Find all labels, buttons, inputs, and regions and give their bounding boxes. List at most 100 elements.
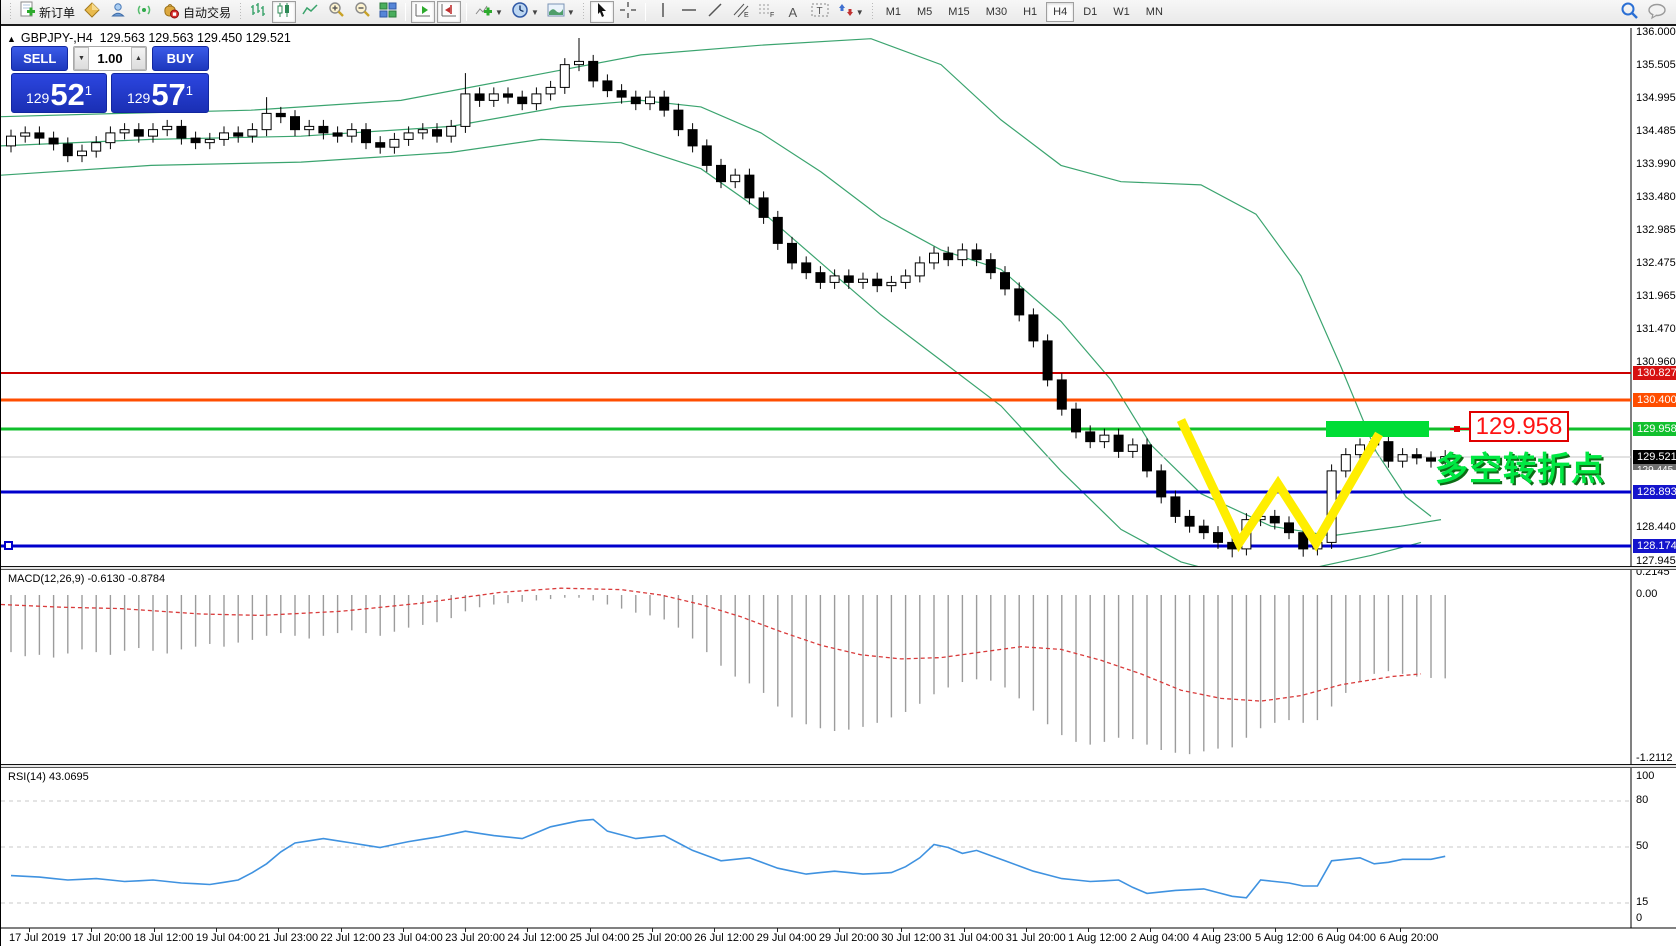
candle-body [517,96,528,105]
search-button[interactable] [1617,2,1642,24]
chart-shift-button[interactable] [437,1,462,23]
candle-body [574,60,584,66]
buy-price-quote[interactable]: 129 57 1 [111,73,209,113]
signals-button[interactable] [132,1,156,23]
timeframe-m30[interactable]: M30 [985,6,1008,18]
line-chart-button[interactable] [298,1,322,23]
metaeditor-button[interactable] [80,1,104,23]
equidistant-channel-tool[interactable]: E [729,1,753,23]
candle-body [929,252,939,264]
timeframe-w1[interactable]: W1 [1113,6,1130,18]
timeframe-h4[interactable]: H4 [1046,2,1075,22]
fibonacci-tool[interactable]: F [755,1,779,23]
candle-body [1099,434,1110,443]
candle-body [375,142,386,148]
price-level-label: 130.400 [1633,393,1676,407]
line-handle[interactable] [4,541,13,550]
callout-handle[interactable] [1454,426,1460,432]
candle-body [971,249,982,261]
volume-decrease-button[interactable]: ▼ [74,47,89,70]
auto-scroll-button[interactable] [411,1,436,23]
candle-body [1397,454,1408,462]
sell-button[interactable]: SELL [11,46,69,71]
chat-button[interactable] [1644,2,1670,24]
volume-input[interactable] [89,47,131,70]
timeframe-m5[interactable]: M5 [917,6,933,18]
svg-text:T: T [816,6,822,17]
trade-panel-toggle[interactable]: ▲ [7,34,16,44]
autotrading-button[interactable]: 自动交易 [158,1,234,23]
pane-separator[interactable] [1,566,1676,570]
bar-chart-button[interactable] [246,1,270,23]
toolbar-grip[interactable] [870,3,875,21]
zoom-out-button[interactable] [350,1,374,23]
axis-tick-label: 130.960 [1636,356,1676,368]
time-label: 21 Jul 23:00 [258,932,319,944]
arrows-tool[interactable]: ▼ [835,1,867,23]
market-button[interactable] [106,1,130,23]
new-order-button[interactable]: 新订单 [16,1,78,23]
supply-zone-rect[interactable] [1326,421,1429,437]
trendline-tool[interactable] [703,1,727,23]
tile-windows-button[interactable] [376,1,400,23]
time-label: 23 Jul 20:00 [445,932,506,944]
zoom-in-button[interactable] [324,1,348,23]
timeframe-h1[interactable]: H1 [1023,6,1038,18]
sell-price-quote[interactable]: 129 52 1 [11,73,107,113]
toolbar-separator [466,3,468,21]
candle-body [503,93,513,98]
candle-body [346,129,357,137]
crosshair-tool-button[interactable] [616,1,640,23]
indicators-button[interactable]: ▼ [472,1,506,23]
new-order-label: 新订单 [39,5,76,20]
toolbar-grip[interactable] [238,3,243,21]
pane-separator[interactable] [1,764,1676,768]
price-level-label: 129.521 [1633,450,1676,464]
volume-increase-button[interactable]: ▲ [131,47,146,70]
toolbar-grip[interactable] [581,3,586,21]
timeframe-d1[interactable]: D1 [1083,6,1098,18]
person-icon [109,1,127,24]
horizontal-line-tool[interactable] [677,1,701,23]
zoom-in-icon [327,1,345,24]
periods-button[interactable]: ▼ [508,1,542,23]
candlestick-chart-button[interactable] [272,1,297,23]
candle-body [162,125,173,131]
candle-body [829,275,840,283]
candle-body [62,143,73,157]
time-tick [776,928,778,932]
time-tick [652,928,653,932]
symbol-period: GBPJPY-,H4 [20,31,93,45]
axis-tick-label: 133.480 [1636,191,1676,203]
candle-body [403,132,414,140]
time-label: 4 Aug 23:00 [1192,932,1252,944]
text-label-tool[interactable]: T [807,1,833,23]
time-label: 6 Aug 20:00 [1379,932,1439,944]
time-label: 25 Jul 04:00 [569,932,630,944]
text-tool[interactable]: A [781,1,805,23]
axis-tick-label: 132.985 [1636,224,1676,236]
candle-body [787,242,797,264]
time-label: 6 Aug 04:00 [1317,932,1377,944]
candle-body [91,142,102,152]
timeframe-mn[interactable]: MN [1145,6,1163,18]
time-tick [1275,928,1276,932]
candle-body [233,132,244,137]
templates-button[interactable]: ▼ [544,1,578,23]
cursor-tool-button[interactable] [589,1,614,23]
time-axis[interactable]: 17 Jul 2019 17 Jul 20:00 18 Jul 12:00 19 Ju… [1,928,1676,946]
toolbar-grip[interactable] [8,3,12,21]
turning-point-annotation[interactable]: 多空转折点 [1435,450,1605,487]
buy-button[interactable]: BUY [151,46,209,71]
price-callout-box[interactable]: 129.958 [1469,411,1569,442]
axis-tick-label: 15 [1636,896,1649,908]
candle-body [801,262,812,274]
time-tick [838,928,840,932]
vertical-line-tool[interactable] [651,1,675,23]
candlestick-chart-icon [275,2,293,23]
timeframe-m15[interactable]: M15 [948,6,970,18]
candle-body [1014,288,1025,316]
timeframe-m1[interactable]: M1 [885,6,901,18]
w-pattern-zigzag[interactable] [1176,418,1383,553]
